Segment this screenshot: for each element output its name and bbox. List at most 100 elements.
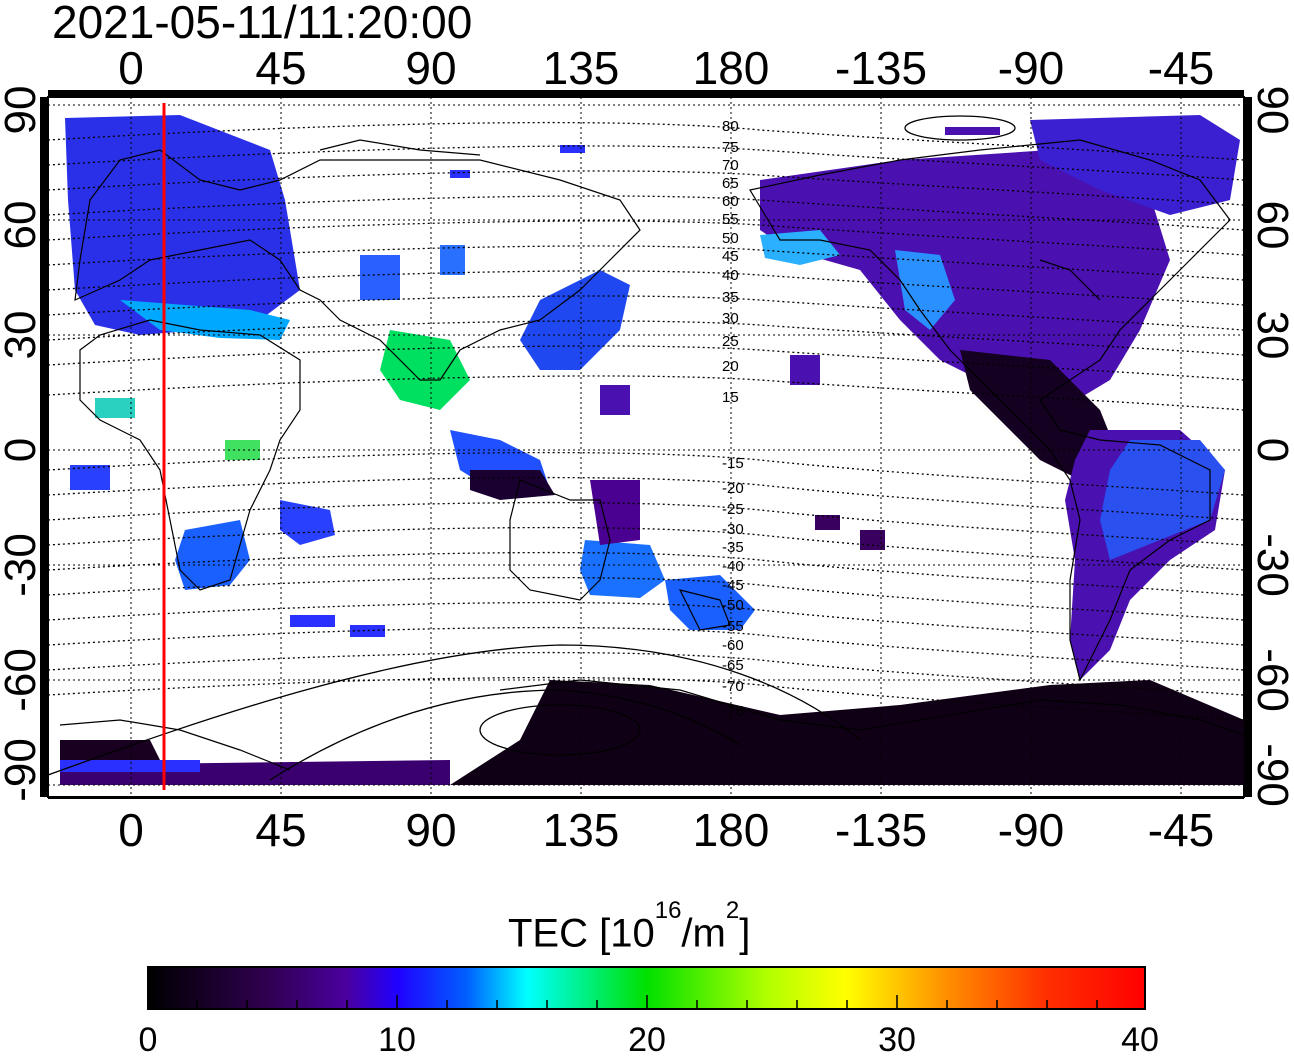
left-lat-tick: -30 [0, 533, 45, 597]
contour-label: -45 [722, 577, 744, 594]
bottom-lon-tick: 90 [405, 804, 456, 856]
tec-patch-brazil [1100, 440, 1225, 560]
contour-label: 65 [722, 175, 739, 192]
contour-label: -60 [722, 637, 744, 654]
contour-label: 30 [722, 310, 739, 327]
colorbar-label: 40 [1121, 1021, 1159, 1059]
top-lon-tick: -45 [1148, 42, 1214, 94]
tec-dot [440, 245, 465, 275]
top-lon-tick: -135 [835, 42, 927, 94]
colorbar-title-main: TEC [10 [508, 911, 655, 956]
colorbar-title-end: ] [739, 911, 751, 956]
contour-label: 50 [722, 230, 739, 247]
colorbar-title-unit-exponent: 2 [725, 897, 740, 924]
right-lat-tick: 60 [1248, 201, 1294, 250]
colorbar-ticks [196, 995, 1098, 1009]
bottom-lon-tick: 45 [255, 804, 306, 856]
tec-patch-madagascar [280, 500, 335, 545]
tec-patch-europe [65, 115, 300, 335]
right-lat-ticks: 90 60 30 0 -30 -60 -90 [1248, 86, 1294, 807]
tec-patch-australia [580, 540, 665, 598]
tec-patch-north-america [760, 150, 1170, 410]
tec-patch-australia-north [590, 480, 640, 545]
tec-dot [815, 515, 840, 530]
map-left-edge [40, 97, 48, 797]
contour-label: -70 [722, 678, 744, 695]
right-lat-tick: 0 [1248, 438, 1294, 462]
tec-patch-alaska-coast [760, 230, 840, 265]
top-lon-tick: 135 [543, 42, 620, 94]
contour-label: 80 [722, 118, 739, 135]
top-lon-ticks: 0 45 90 135 180 -135 -90 -45 [118, 42, 1214, 94]
coastlines [59, 139, 1244, 771]
left-lat-tick: -60 [0, 648, 45, 712]
map-right-edge [1244, 97, 1252, 797]
colorbar-title-exponent: 16 [654, 897, 682, 924]
bottom-lon-tick: -90 [998, 804, 1064, 856]
left-lat-tick: -90 [0, 738, 45, 802]
contour-label: 55 [722, 211, 739, 228]
tec-dot [945, 127, 1000, 135]
bottom-lon-tick: 135 [543, 804, 620, 856]
right-lat-tick: 30 [1248, 311, 1294, 360]
contour-label: -50 [722, 597, 744, 614]
right-lat-tick: 90 [1248, 86, 1294, 135]
magnetic-contours [48, 121, 1244, 721]
contour-label: -25 [722, 501, 744, 518]
contour-label: 45 [722, 248, 739, 265]
tec-patch-central-america [960, 350, 1120, 480]
top-lon-tick: -90 [998, 42, 1064, 94]
colorbar-label: 30 [878, 1021, 916, 1059]
graticule [48, 97, 1244, 797]
tec-data-layer [60, 115, 1244, 785]
tec-patch-south-blue [60, 760, 200, 772]
contour-label: 25 [722, 333, 739, 350]
left-lat-tick: 90 [0, 86, 45, 135]
right-lat-tick: -30 [1248, 533, 1294, 597]
top-lon-tick: 180 [693, 42, 770, 94]
top-lon-tick: 45 [255, 42, 306, 94]
map-bottom-edge [48, 797, 1244, 799]
contour-label: -35 [722, 539, 744, 556]
colorbar-title: TEC [1016/m2] [508, 897, 751, 958]
bottom-lon-tick: 0 [118, 804, 144, 856]
right-lat-tick: -60 [1248, 648, 1294, 712]
tec-patch-na-west [895, 250, 955, 330]
tec-dot [450, 170, 470, 178]
contour-label: -20 [722, 480, 744, 497]
contour-label: 75 [722, 139, 739, 156]
left-lat-tick: 60 [0, 201, 45, 250]
top-lon-tick: 0 [118, 42, 144, 94]
contour-label: -40 [722, 558, 744, 575]
map-top-edge [48, 90, 1244, 97]
tec-dot [600, 385, 630, 415]
contour-label-group: 80 75 70 65 60 55 50 45 40 35 30 25 20 1… [722, 118, 744, 720]
tec-dot [350, 625, 385, 637]
colorbar-label: 10 [378, 1021, 416, 1059]
colorbar-title-unit: /m [681, 911, 726, 956]
tec-dot [360, 255, 400, 300]
tec-dot [95, 398, 135, 418]
tec-dot [290, 615, 335, 627]
contour-label: -55 [722, 618, 744, 635]
contour-label: -30 [722, 521, 744, 538]
tec-dot [225, 440, 260, 460]
left-lat-tick: 30 [0, 311, 45, 360]
bottom-lon-tick: 180 [693, 804, 770, 856]
top-lon-tick: 90 [405, 42, 456, 94]
tec-patch-antarctica [450, 680, 1244, 785]
tec-dot [860, 530, 885, 550]
tec-patch-canada-north [1030, 115, 1240, 215]
magnetic-pole-contours [48, 115, 1016, 781]
contour-label: -15 [722, 455, 744, 472]
tec-patch-east-asia [520, 270, 630, 370]
tec-dot [560, 145, 585, 153]
bottom-lon-tick: -45 [1148, 804, 1214, 856]
contour-label: 20 [722, 358, 739, 375]
contour-label: 40 [722, 267, 739, 284]
bottom-lon-ticks: 0 45 90 135 180 -135 -90 -45 [118, 804, 1214, 856]
contour-label: -75 [722, 703, 744, 720]
tec-patch-india [380, 330, 470, 410]
right-lat-tick: -90 [1248, 743, 1294, 807]
